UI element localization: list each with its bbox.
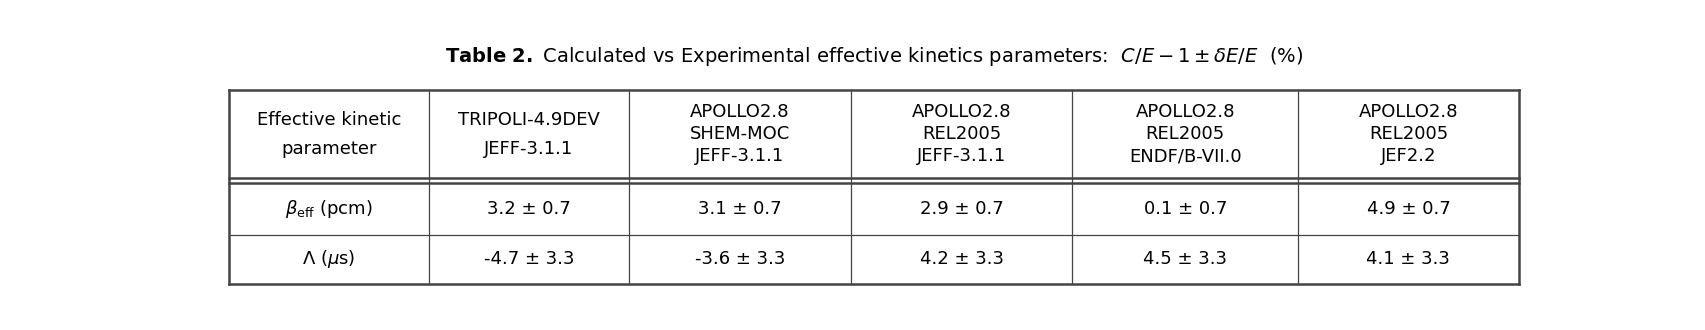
Text: APOLLO2.8: APOLLO2.8 [1359,103,1458,121]
Text: ENDF/B-VII.0: ENDF/B-VII.0 [1129,147,1241,165]
Text: 3.1 ± 0.7: 3.1 ± 0.7 [697,200,781,218]
Text: -4.7 ± 3.3: -4.7 ± 3.3 [484,250,575,268]
Text: APOLLO2.8: APOLLO2.8 [691,103,789,121]
Text: REL2005: REL2005 [1369,125,1448,143]
Text: REL2005: REL2005 [1146,125,1224,143]
Text: TRIPOLI-4.9DEV: TRIPOLI-4.9DEV [459,111,600,129]
Text: $\Lambda$ ($\mu$s): $\Lambda$ ($\mu$s) [302,248,356,270]
Text: -3.6 ± 3.3: -3.6 ± 3.3 [694,250,784,268]
Text: 4.5 ± 3.3: 4.5 ± 3.3 [1144,250,1228,268]
Text: $\mathbf{Table\ 2.}$ Calculated vs Experimental effective kinetics parameters:  : $\mathbf{Table\ 2.}$ Calculated vs Exper… [445,45,1303,68]
Text: APOLLO2.8: APOLLO2.8 [912,103,1011,121]
Text: 4.9 ± 0.7: 4.9 ± 0.7 [1366,200,1451,218]
Text: JEFF-3.1.1: JEFF-3.1.1 [484,140,573,158]
Text: $\beta_{\rm eff}$ (pcm): $\beta_{\rm eff}$ (pcm) [285,198,373,220]
Text: 0.1 ± 0.7: 0.1 ± 0.7 [1144,200,1228,218]
Text: 4.1 ± 3.3: 4.1 ± 3.3 [1366,250,1451,268]
Text: Effective kinetic: Effective kinetic [257,111,401,129]
Text: JEF2.2: JEF2.2 [1381,147,1436,165]
Text: parameter: parameter [281,140,377,158]
Text: JEFF-3.1.1: JEFF-3.1.1 [917,147,1006,165]
Text: 4.2 ± 3.3: 4.2 ± 3.3 [919,250,1004,268]
Text: REL2005: REL2005 [922,125,1001,143]
Text: 2.9 ± 0.7: 2.9 ± 0.7 [919,200,1003,218]
Text: 3.2 ± 0.7: 3.2 ± 0.7 [488,200,571,218]
Text: APOLLO2.8: APOLLO2.8 [1136,103,1234,121]
Text: SHEM-MOC: SHEM-MOC [689,125,789,143]
Text: JEFF-3.1.1: JEFF-3.1.1 [696,147,784,165]
